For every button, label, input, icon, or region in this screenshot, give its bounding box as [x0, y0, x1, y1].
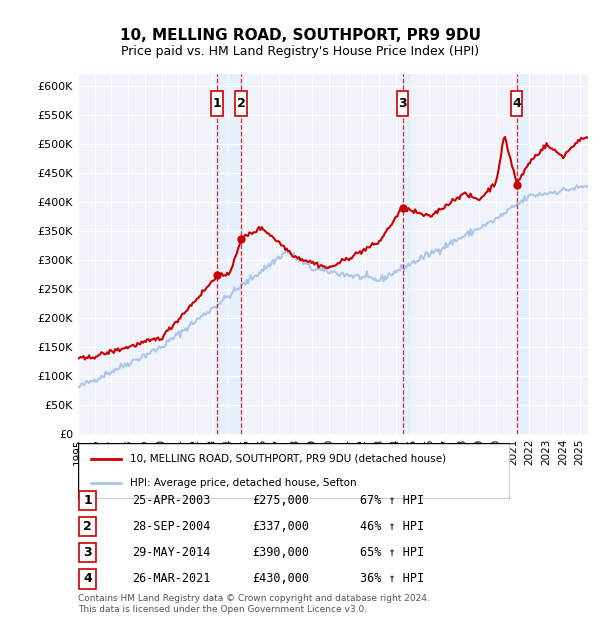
FancyBboxPatch shape	[79, 491, 96, 510]
Text: £337,000: £337,000	[252, 520, 309, 533]
Bar	[403, 74, 413, 434]
Text: £390,000: £390,000	[252, 546, 309, 559]
Bar	[217, 74, 241, 434]
Text: 28-SEP-2004: 28-SEP-2004	[132, 520, 211, 533]
FancyBboxPatch shape	[397, 91, 409, 116]
Text: 3: 3	[83, 546, 92, 559]
Text: 4: 4	[512, 97, 521, 110]
FancyBboxPatch shape	[235, 91, 247, 116]
Text: 46% ↑ HPI: 46% ↑ HPI	[360, 520, 424, 533]
Text: 10, MELLING ROAD, SOUTHPORT, PR9 9DU: 10, MELLING ROAD, SOUTHPORT, PR9 9DU	[119, 28, 481, 43]
Text: £275,000: £275,000	[252, 494, 309, 507]
Text: 2: 2	[83, 520, 92, 533]
Text: This data is licensed under the Open Government Licence v3.0.: This data is licensed under the Open Gov…	[78, 604, 367, 614]
Text: 2: 2	[236, 97, 245, 110]
Text: £430,000: £430,000	[252, 572, 309, 585]
Text: HPI: Average price, detached house, Sefton: HPI: Average price, detached house, Seft…	[130, 479, 356, 489]
Text: 4: 4	[83, 572, 92, 585]
Text: 29-MAY-2014: 29-MAY-2014	[132, 546, 211, 559]
Text: 26-MAR-2021: 26-MAR-2021	[132, 572, 211, 585]
Text: 10, MELLING ROAD, SOUTHPORT, PR9 9DU (detached house): 10, MELLING ROAD, SOUTHPORT, PR9 9DU (de…	[130, 454, 446, 464]
Bar	[517, 74, 527, 434]
Text: 3: 3	[398, 97, 407, 110]
FancyBboxPatch shape	[78, 443, 510, 499]
Text: 1: 1	[213, 97, 221, 110]
Text: 65% ↑ HPI: 65% ↑ HPI	[360, 546, 424, 559]
Text: Contains HM Land Registry data © Crown copyright and database right 2024.: Contains HM Land Registry data © Crown c…	[78, 593, 430, 603]
FancyBboxPatch shape	[79, 517, 96, 536]
FancyBboxPatch shape	[79, 569, 96, 588]
Text: 36% ↑ HPI: 36% ↑ HPI	[360, 572, 424, 585]
Text: 1: 1	[83, 494, 92, 507]
Text: Price paid vs. HM Land Registry's House Price Index (HPI): Price paid vs. HM Land Registry's House …	[121, 45, 479, 58]
Text: 25-APR-2003: 25-APR-2003	[132, 494, 211, 507]
FancyBboxPatch shape	[511, 91, 523, 116]
FancyBboxPatch shape	[211, 91, 223, 116]
FancyBboxPatch shape	[79, 543, 96, 562]
Text: 67% ↑ HPI: 67% ↑ HPI	[360, 494, 424, 507]
